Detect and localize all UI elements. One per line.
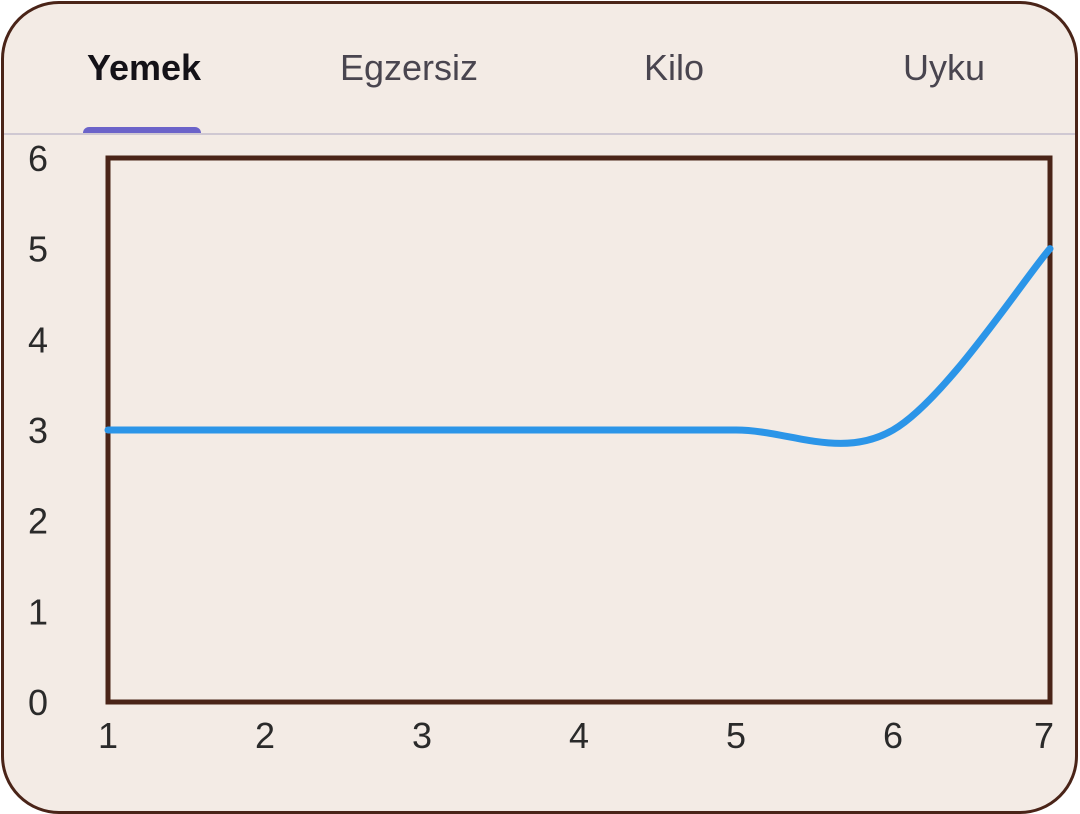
tab-uyku-label: Uyku bbox=[902, 47, 986, 88]
tab-kilo-label: Kilo bbox=[643, 47, 705, 88]
tab-egzersiz-label: Egzersiz bbox=[339, 47, 479, 88]
x-axis-ticks: 1 2 3 4 5 6 7 bbox=[98, 715, 1054, 756]
y-tick-label: 1 bbox=[28, 591, 48, 632]
tab-divider bbox=[4, 133, 1075, 135]
tab-yemek-label: Yemek bbox=[86, 47, 202, 88]
x-tick-label: 5 bbox=[726, 715, 746, 756]
y-tick-label: 4 bbox=[28, 319, 48, 360]
x-tick-label: 7 bbox=[1034, 715, 1054, 756]
x-tick-label: 6 bbox=[883, 715, 903, 756]
tab-kilo[interactable]: Kilo bbox=[614, 44, 734, 104]
tab-bar: Yemek Egzersiz Kilo Uyku bbox=[4, 4, 1075, 135]
y-axis-ticks: 0 1 2 3 4 5 6 bbox=[28, 138, 48, 723]
tab-yemek[interactable]: Yemek bbox=[66, 44, 222, 104]
x-tick-label: 4 bbox=[569, 715, 589, 756]
x-tick-label: 2 bbox=[255, 715, 275, 756]
line-chart: 0 1 2 3 4 5 6 1 2 3 4 5 6 7 bbox=[28, 138, 1054, 756]
series-group bbox=[104, 245, 1054, 447]
y-tick-label: 2 bbox=[28, 501, 48, 542]
tab-egzersiz[interactable]: Egzersiz bbox=[314, 44, 504, 104]
active-tab-indicator bbox=[83, 127, 201, 135]
x-tick-label: 3 bbox=[412, 715, 432, 756]
y-tick-label: 3 bbox=[28, 410, 48, 451]
y-tick-label: 0 bbox=[28, 682, 48, 723]
y-tick-label: 5 bbox=[28, 229, 48, 270]
y-tick-label: 6 bbox=[28, 138, 48, 179]
tab-uyku[interactable]: Uyku bbox=[879, 44, 1009, 104]
x-tick-label: 1 bbox=[98, 715, 118, 756]
series-line bbox=[104, 245, 1054, 447]
